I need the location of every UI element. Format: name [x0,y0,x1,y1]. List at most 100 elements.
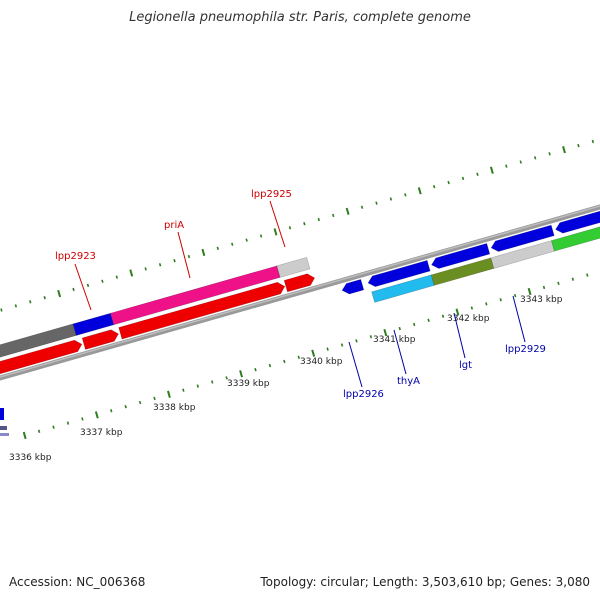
lower-tick-mark [196,384,199,388]
gene-label: priA [164,220,184,231]
lower-tick-mark [586,273,589,277]
tick-label: 3338 kbp [153,403,196,413]
lower-tick-mark [571,277,575,281]
upper-tick-mark [389,197,393,201]
lower-tick-mark [340,343,344,347]
upper-tick-mark [375,201,378,205]
genome-info-label: Topology: circular; Length: 3,503,610 bp… [260,575,590,589]
tick-label: 3337 kbp [80,428,123,438]
backbone-highlight [0,205,600,378]
gene-leader-line [348,341,363,388]
upper-tick-mark [447,180,450,185]
upper-tick-mark [519,160,522,164]
lower-tick-mark [369,335,373,339]
lower-tick-mark [254,367,257,372]
upper-tick-mark [216,246,219,250]
gene-leader-line [74,263,92,311]
map-title: Legionella pneumophila str. Paris, compl… [129,10,471,25]
cog-feature-lightgray [276,256,311,278]
tick-label: 3340 kbp [300,357,343,367]
upper-tick-mark [72,287,75,292]
gene-label: lpp2923 [55,251,96,262]
upper-tick-mark [505,164,508,168]
cds-feature-blue [341,278,365,295]
cds-feature-red [283,273,316,293]
upper-tick-mark [332,213,335,218]
lower-tick-mark [499,298,502,302]
upper-tick-mark [404,193,407,197]
lower-tick-mark [513,293,517,298]
upper-tick-mark [14,304,18,308]
upper-tick-mark [489,166,494,174]
lower-tick-mark [37,429,41,433]
cds-feature-blue [555,210,600,234]
lower-tick-mark [211,380,214,384]
upper-tick-mark [115,275,119,279]
upper-tick-mark [144,267,147,271]
cog-feature-green [551,226,600,252]
lower-tick-mark [412,322,416,327]
lower-tick-mark [22,431,27,440]
lower-tick-mark [557,281,560,285]
cds-feature-red [81,329,119,350]
edge-feature-blue [0,408,4,420]
gene-leader-line [269,200,286,248]
upper-tick-mark [129,269,134,277]
lower-tick-mark [124,404,127,409]
tick-label: 3341 kbp [373,335,416,345]
upper-tick-mark [86,283,90,288]
cds-feature-blue [490,224,555,252]
upper-tick-mark [101,279,104,283]
lower-tick-mark [283,359,286,364]
gene-label: lpp2925 [251,189,292,200]
lower-tick-mark [455,308,460,316]
gene-leader-line [393,329,407,375]
cds-feature-blue [367,260,431,287]
lower-tick-mark [81,417,84,421]
gene-leader-line [512,295,526,343]
upper-tick-mark [360,205,364,209]
upper-tick-mark [201,248,206,257]
upper-tick-mark [187,254,191,259]
lower-tick-mark [398,326,401,331]
upper-tick-mark [591,139,595,144]
lower-tick-mark [110,409,113,413]
cds-feature-red [0,339,83,375]
upper-tick-mark [433,185,436,189]
backbone-line [0,204,600,381]
lower-tick-mark [66,421,70,425]
upper-tick-mark [43,296,46,300]
tick-label: 3339 kbp [227,379,270,389]
upper-tick-mark [548,152,551,156]
upper-tick-mark [476,172,479,176]
lower-tick-mark [311,349,316,357]
gene-label: thyA [397,376,420,387]
gene-leader-line [177,231,191,279]
lower-tick-mark [427,318,430,322]
cds-feature-red [118,281,286,340]
gene-leader-line [453,312,466,359]
lower-tick-mark [52,425,55,429]
edge-feature-slate [0,433,9,436]
lower-tick-mark [94,411,99,419]
upper-tick-mark [231,242,234,246]
tick-label: 3336 kbp [9,453,52,463]
lower-tick-mark [542,285,546,290]
upper-tick-mark [562,146,566,154]
upper-tick-mark [417,187,422,195]
upper-tick-mark [461,176,465,181]
lower-tick-mark [239,370,243,378]
lower-tick-mark [470,306,474,310]
tick-label: 3343 kbp [520,295,563,305]
lower-tick-mark [225,376,228,380]
lower-tick-mark [182,388,185,392]
tick-label: 3342 kbp [447,314,490,324]
upper-tick-mark [533,156,537,160]
upper-tick-mark [577,143,580,148]
gene-label: lgt [459,360,472,371]
lower-tick-mark [268,363,272,368]
lower-tick-mark [355,339,358,343]
upper-tick-mark [303,222,306,226]
upper-tick-mark [29,300,32,304]
lower-tick-mark [153,396,156,401]
